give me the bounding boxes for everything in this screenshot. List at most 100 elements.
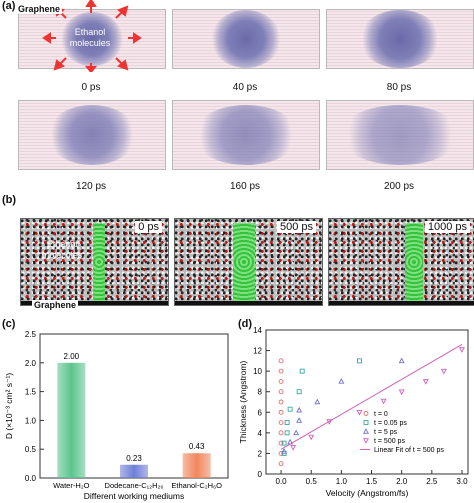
graphene-layer [175, 301, 322, 305]
ethanol-droplet [61, 12, 123, 66]
time-label-b-1000: 1000 ps [424, 221, 470, 233]
y-tick-label: 1.5 [25, 388, 37, 397]
data-point-0 [278, 399, 284, 405]
y-tick-label: 10 [253, 367, 262, 376]
bar-value-label: 0.43 [189, 442, 205, 451]
data-point-0 [278, 378, 284, 384]
y-tick-label: 8 [258, 388, 263, 397]
y-tick-label: 14 [253, 326, 262, 335]
graphene-layer [329, 301, 474, 305]
time-label-40: 40 ps [232, 82, 258, 93]
data-point-2 [398, 357, 405, 364]
green-stripe [405, 223, 423, 301]
legend-label: t = 0 [374, 411, 388, 418]
data-point-0 [278, 358, 284, 364]
graphene-label-b: Graphene [32, 300, 79, 310]
data-point-0 [278, 389, 284, 395]
ethanol-label-b: Ethanol molecules [41, 239, 83, 260]
data-point-3 [380, 398, 387, 405]
panel-b-label: (b) [2, 194, 17, 206]
category-label: Ethanol-C₂H₆O [171, 481, 222, 490]
snapshot-0ps [18, 9, 166, 69]
graphene-label: Graphene [16, 4, 63, 14]
legend-swatch [363, 428, 369, 434]
data-point-1 [287, 406, 293, 412]
green-stripe [233, 223, 255, 301]
bar-value-label: 2.00 [64, 352, 80, 361]
data-point-2 [296, 417, 303, 423]
diffusion-bar-chart: 0.0 0.5 1.0 1.5 2.0 2.5 2.00 Water-H₂O 0.23 Dodec… [4, 330, 229, 501]
data-point-3 [308, 434, 315, 441]
bar-2 [182, 453, 211, 478]
data-point-3 [398, 389, 405, 396]
x-tick-label: 0.0 [276, 477, 288, 486]
x-tick-label: 1.5 [366, 477, 378, 486]
y-tick-label: 6 [258, 408, 263, 417]
y-tick-label: 0.0 [25, 474, 37, 483]
data-point-2 [293, 429, 300, 436]
snapshot-160ps [172, 100, 320, 170]
time-label-80: 80 ps [386, 82, 412, 93]
legend-label: t = 5 ps [374, 429, 398, 436]
time-label-b-500: 500 ps [276, 221, 316, 233]
data-point-2 [338, 378, 345, 384]
md-frame-0ps: 0 ps Ethanol molecules [20, 218, 169, 306]
x-tick-label: 0.5 [306, 477, 318, 486]
time-label-b-0: 0 ps [135, 221, 162, 233]
data-point-1 [284, 430, 290, 436]
green-stripe [93, 223, 105, 301]
x-axis-label: Different working mediums [84, 491, 184, 501]
data-point-3 [422, 379, 429, 385]
snapshot-120ps [18, 100, 166, 170]
snapshot-80ps [326, 9, 474, 69]
data-point-0 [278, 440, 284, 446]
x-tick-label: 2.0 [396, 477, 408, 486]
panel-a-label: (a) [2, 0, 16, 12]
thickness-scatter-chart: 0 2 4 6 8 10 12 14 0.0 0.5 1.0 1.5 2.0 2.5 3.0 Velocity… [238, 326, 469, 498]
data-point-3 [290, 445, 297, 451]
time-label-0: 0 ps [81, 82, 101, 93]
panel-d-label: (d) [238, 318, 253, 330]
legend-label: t = 0.05 ps [374, 420, 407, 427]
data-point-0 [278, 461, 284, 467]
y-tick-label: 4 [258, 429, 263, 438]
plot-frame [265, 329, 469, 475]
ethanol-droplet [339, 105, 461, 165]
x-tick-label: 2.5 [426, 477, 438, 486]
y-tick-label: 2 [258, 449, 263, 458]
data-point-0 [278, 409, 284, 415]
data-point-0 [278, 420, 284, 426]
time-label-200: 200 ps [383, 181, 415, 192]
category-label: Dodecane-C₁₂H₂₆ [105, 481, 164, 490]
data-point-0 [278, 368, 284, 374]
x-tick-label: 1.0 [336, 477, 348, 486]
data-point-1 [299, 368, 305, 374]
bar-value-label: 0.23 [126, 454, 142, 463]
x-axis-label: Velocity (Angstrom/fs) [326, 488, 409, 498]
ethanol-label: Ethanol molecules [69, 27, 111, 48]
snapshot-40ps [172, 9, 320, 69]
data-point-3 [440, 368, 447, 375]
graphene-layer [21, 301, 168, 305]
data-point-2 [296, 406, 303, 413]
category-label: Water-H₂O [53, 481, 90, 490]
data-point-1 [281, 440, 287, 446]
data-point-0 [278, 430, 284, 436]
x-tick-label: 3.0 [456, 477, 468, 486]
y-tick-label: 12 [253, 347, 262, 356]
y-tick-label: 2.5 [25, 330, 37, 339]
data-point-2 [314, 398, 321, 405]
legend-swatch [363, 411, 369, 416]
time-label-120: 120 ps [75, 181, 107, 192]
data-point-1 [296, 389, 302, 395]
data-point-1 [357, 358, 362, 364]
time-label-160: 160 ps [229, 181, 261, 192]
bar-1 [120, 464, 148, 478]
legend-label: Linear Fit of t = 500 ps [374, 447, 444, 454]
y-axis-label: D (×10⁻³ cm² s⁻¹) [4, 373, 14, 440]
md-frame-1000ps: 1000 ps [328, 218, 474, 306]
ethanol-droplet [193, 105, 299, 165]
data-point-3 [356, 410, 363, 416]
y-tick-label: 2.0 [25, 359, 37, 368]
bar-0 [57, 362, 86, 478]
